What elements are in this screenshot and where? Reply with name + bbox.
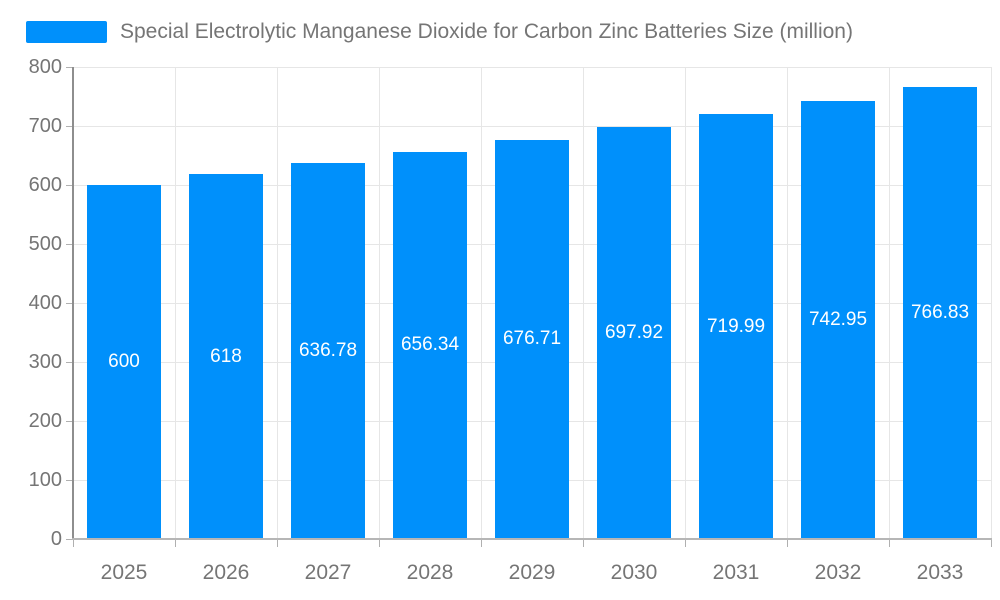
gridline-vertical <box>378 67 380 539</box>
x-axis-label: 2030 <box>610 561 658 584</box>
gridline-vertical <box>888 67 890 539</box>
x-axis-label: 2028 <box>406 561 454 584</box>
y-axis-label: 500 <box>28 233 62 255</box>
y-axis-label: 600 <box>28 174 62 196</box>
y-axis-tick <box>66 243 73 245</box>
legend-label: Special Electrolytic Manganese Dioxide f… <box>120 20 853 43</box>
x-axis-tick <box>888 540 890 547</box>
bar[interactable] <box>393 151 467 539</box>
x-axis-label: 2029 <box>508 561 556 584</box>
bar-value-label: 742.95 <box>808 308 868 330</box>
x-axis-tick <box>480 540 482 547</box>
gridline-vertical <box>684 67 686 539</box>
bar[interactable] <box>495 139 569 539</box>
x-axis-tick <box>684 540 686 547</box>
bar-value-label: 656.34 <box>400 334 460 356</box>
y-axis-tick <box>66 479 73 481</box>
gridline-horizontal <box>73 125 991 127</box>
y-axis-tick <box>66 420 73 422</box>
bar[interactable] <box>699 114 773 539</box>
bar-value-label: 618 <box>210 345 242 367</box>
x-axis-tick <box>72 540 74 547</box>
x-axis-line <box>72 538 992 540</box>
y-axis-label: 800 <box>28 56 62 78</box>
y-axis-tick <box>66 184 73 186</box>
gridline-vertical <box>582 67 584 539</box>
x-axis-tick <box>786 540 788 547</box>
y-axis-label: 700 <box>28 115 62 137</box>
bar[interactable] <box>801 100 875 539</box>
y-axis-tick <box>66 125 73 127</box>
y-axis-label: 200 <box>28 410 62 432</box>
bar-value-label: 766.83 <box>910 301 970 323</box>
y-axis-tick <box>66 302 73 304</box>
x-axis-label: 2032 <box>814 561 862 584</box>
y-axis-tick <box>66 66 73 68</box>
bar-value-label: 676.71 <box>502 328 562 350</box>
bar[interactable] <box>189 174 263 539</box>
bar-value-label: 600 <box>108 351 140 372</box>
legend-swatch <box>26 21 107 43</box>
x-axis-label: 2031 <box>712 561 760 584</box>
y-axis-line <box>72 67 74 540</box>
y-axis-label: 300 <box>28 351 62 373</box>
x-axis-label: 2027 <box>304 561 352 584</box>
gridline-vertical <box>786 67 788 539</box>
x-axis-tick <box>582 540 584 547</box>
x-axis-tick <box>276 540 278 547</box>
y-axis-tick <box>66 361 73 363</box>
bar[interactable] <box>87 185 161 539</box>
chart-legend[interactable]: Special Electrolytic Manganese Dioxide f… <box>26 20 853 44</box>
gridline-vertical <box>480 67 482 539</box>
y-axis-label: 0 <box>50 528 62 550</box>
gridline-vertical <box>990 67 992 539</box>
x-axis-tick <box>174 540 176 547</box>
x-axis-tick <box>378 540 380 547</box>
bar-value-label: 719.99 <box>706 315 766 337</box>
gridline-vertical <box>276 67 278 539</box>
gridline-horizontal <box>73 66 991 68</box>
bar-value-label: 697.92 <box>604 322 664 344</box>
bar[interactable] <box>597 127 671 539</box>
y-axis-label: 100 <box>28 469 62 491</box>
gridline-vertical <box>174 67 176 539</box>
x-axis-label: 2025 <box>100 561 148 584</box>
y-axis-label: 400 <box>28 292 62 314</box>
bar-value-label: 636.78 <box>298 340 358 362</box>
bar[interactable] <box>291 163 365 539</box>
y-axis-tick <box>66 538 73 540</box>
x-axis-label: 2033 <box>916 561 964 584</box>
x-axis-tick <box>990 540 992 547</box>
bar[interactable] <box>903 86 977 539</box>
x-axis-label: 2026 <box>202 561 250 584</box>
